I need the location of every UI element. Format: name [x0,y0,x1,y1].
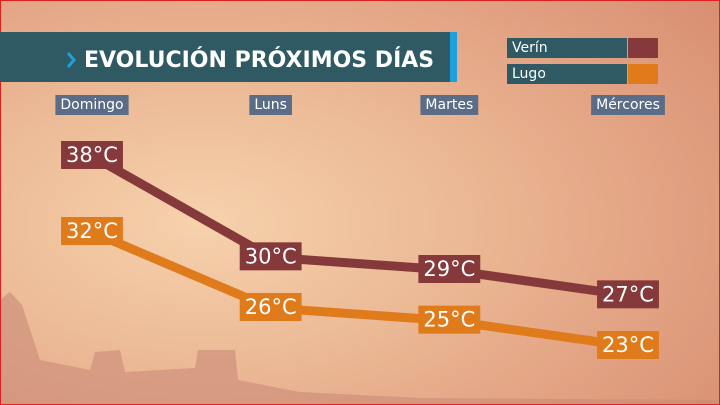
data-label-box [61,217,123,245]
data-label-box [239,293,302,321]
x-tick-label: Luns [254,97,287,113]
series-line [90,227,629,351]
x-tick-label-box [591,95,665,115]
data-label-box [61,141,123,169]
data-label: 25°C [423,308,475,332]
x-tick-label-box [420,95,479,115]
data-label: 26°C [245,295,297,319]
chart-title: EVOLUCIÓN PRÓXIMOS DÍAS [84,47,434,73]
data-label: 27°C [602,282,654,306]
legend-swatch [628,64,658,84]
series-line [89,152,629,300]
data-label-box [418,255,481,283]
data-label: 30°C [245,244,297,268]
legend-label-box [507,38,627,58]
data-label-box [418,305,481,334]
data-label-box [597,280,659,309]
chevron-icon [66,52,76,68]
data-label: 29°C [423,257,475,281]
legend-label: Verín [512,40,548,56]
title-accent [450,32,457,82]
legend-label-box [507,64,627,84]
data-label: 38°C [66,143,118,167]
x-tick-label-box [249,95,292,115]
x-tick-label: Mércores [596,97,660,113]
x-tick-label: Martes [425,97,473,113]
data-label: 23°C [602,333,654,357]
x-tick-label: Domingo [60,97,123,113]
title-banner [0,32,450,82]
data-label: 32°C [66,219,118,243]
data-label-box [597,331,659,359]
legend-label: Lugo [512,66,546,82]
x-tick-label-box [55,95,129,115]
skyline [0,292,720,405]
data-label-box [239,242,302,271]
legend-swatch [628,38,658,58]
